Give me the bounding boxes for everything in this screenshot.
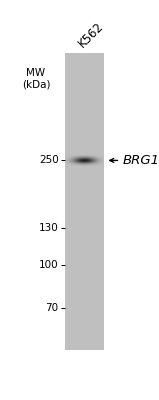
Text: 250: 250 <box>39 156 59 166</box>
Text: 100: 100 <box>39 260 59 270</box>
Text: BRG1: BRG1 <box>122 154 159 167</box>
Text: 70: 70 <box>46 303 59 313</box>
Text: K562: K562 <box>75 20 106 50</box>
Bar <box>66 53 104 350</box>
Text: 130: 130 <box>39 223 59 233</box>
Text: MW
(kDa): MW (kDa) <box>22 68 50 90</box>
